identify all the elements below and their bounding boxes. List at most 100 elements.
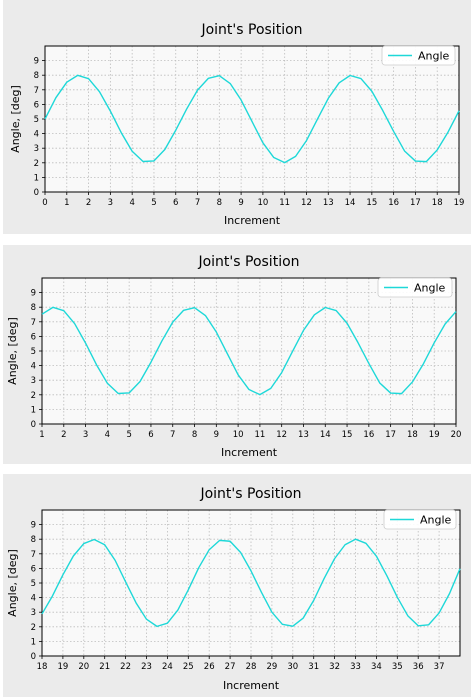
y-tick-label: 2 xyxy=(34,159,39,169)
x-tick-label: 17 xyxy=(410,198,421,208)
x-tick-label: 1 xyxy=(39,430,44,440)
x-tick-label: 21 xyxy=(99,662,110,672)
x-tick-label: 35 xyxy=(392,662,403,672)
x-axis-label: Increment xyxy=(223,679,280,692)
x-axis-label: Increment xyxy=(224,214,281,227)
x-tick-label: 6 xyxy=(148,430,153,440)
series-line-angle xyxy=(41,306,457,396)
x-tick-label: 8 xyxy=(192,430,197,440)
x-tick-label: 14 xyxy=(345,198,356,208)
y-tick-label: 2 xyxy=(31,391,36,401)
x-tick-label: 19 xyxy=(429,430,440,440)
y-tick-label: 9 xyxy=(31,289,36,299)
legend-label: Angle xyxy=(420,514,452,527)
y-tick-label: 3 xyxy=(31,376,36,386)
y-tick-label: 8 xyxy=(31,303,36,313)
x-tick-label: 3 xyxy=(108,198,113,208)
x-tick-label: 24 xyxy=(162,662,173,672)
chart-title: Joint's Position xyxy=(197,254,299,270)
y-tick-label: 7 xyxy=(31,550,36,560)
x-tick-label: 18 xyxy=(407,430,418,440)
x-tick-label: 2 xyxy=(86,198,91,208)
y-tick-label: 4 xyxy=(34,130,39,140)
x-tick-label: 20 xyxy=(78,662,89,672)
legend-label: Angle xyxy=(418,50,450,63)
x-tick-label: 15 xyxy=(366,198,377,208)
x-tick-label: 12 xyxy=(276,430,287,440)
y-tick-label: 8 xyxy=(31,535,36,545)
x-tick-label: 8 xyxy=(217,198,222,208)
x-tick-label: 10 xyxy=(233,430,244,440)
y-tick-label: 3 xyxy=(34,144,39,154)
x-tick-label: 25 xyxy=(183,662,194,672)
x-tick-label: 22 xyxy=(120,662,131,672)
chart-2-svg: 1 2 3 4 5 6 7 8 9 10 11 12 13 14 15 16 17 18 19 20012345678… xyxy=(6,254,461,459)
x-tick-label: 4 xyxy=(129,198,134,208)
y-tick-label: 6 xyxy=(31,564,36,574)
y-tick-label: 6 xyxy=(31,332,36,342)
x-tick-label: 13 xyxy=(298,430,309,440)
x-tick-label: 11 xyxy=(254,430,265,440)
x-tick-label: 5 xyxy=(126,430,131,440)
y-tick-label: 5 xyxy=(31,347,36,357)
x-tick-label: 14 xyxy=(320,430,331,440)
x-tick-label: 6 xyxy=(173,198,178,208)
y-tick-label: 6 xyxy=(34,100,39,110)
x-tick-label: 3 xyxy=(83,430,88,440)
y-tick-label: 1 xyxy=(34,173,39,183)
x-tick-label: 2 xyxy=(61,430,66,440)
x-tick-label: 30 xyxy=(287,662,298,672)
x-tick-label: 23 xyxy=(141,662,152,672)
y-axis-label: Angle, [deg] xyxy=(9,85,22,153)
legend-label: Angle xyxy=(414,282,446,295)
x-tick-label: 13 xyxy=(323,198,334,208)
legend-box xyxy=(383,509,457,530)
x-tick-label: 27 xyxy=(225,662,236,672)
x-tick-label: 32 xyxy=(329,662,340,672)
x-tick-label: 34 xyxy=(371,662,382,672)
x-tick-label: 12 xyxy=(301,198,312,208)
x-tick-label: 11 xyxy=(279,198,290,208)
chart-panel-1: 0 1 2 3 4 5 6 7 8 9 10 11 12 13 14 15 16 17 18 19 0 1 2 3 4 5 6 7 8 9… xyxy=(3,0,471,234)
y-tick-label: 0 xyxy=(31,652,36,662)
y-tick-label: 0 xyxy=(31,420,36,430)
y-tick-label: 4 xyxy=(31,362,36,372)
y-tick-label: 4 xyxy=(31,594,36,604)
y-tick-label: 5 xyxy=(31,579,36,589)
x-tick-label: 26 xyxy=(204,662,215,672)
x-tick-label: 31 xyxy=(308,662,319,672)
x-tick-label: 18 xyxy=(37,662,48,672)
x-tick-label: 16 xyxy=(363,430,374,440)
y-tick-label: 3 xyxy=(31,608,36,618)
x-tick-label: 17 xyxy=(385,430,396,440)
y-tick-label: 1 xyxy=(31,637,36,647)
x-tick-label: 4 xyxy=(105,430,110,440)
x-tick-label: 5 xyxy=(151,198,156,208)
x-tick-label: 19 xyxy=(454,198,465,208)
y-axis-label: Angle, [deg] xyxy=(6,549,19,617)
chart-panel-2: 1 2 3 4 5 6 7 8 9 10 11 12 13 14 15 16 17 18 19 20 0 1 2 3 4 5 6 7 8… xyxy=(3,245,471,464)
y-tick-label: 1 xyxy=(31,405,36,415)
y-tick-label: 8 xyxy=(34,71,39,81)
x-tick-label: 9 xyxy=(238,198,243,208)
x-tick-label: 37 xyxy=(434,662,445,672)
legend-box xyxy=(381,45,456,66)
y-tick-label: 7 xyxy=(31,318,36,328)
x-tick-label: 29 xyxy=(266,662,277,672)
chart-1-svg: 0 1 2 3 4 5 6 7 8 9 10 11 12 13 14 15 16 17 18 190123456789… xyxy=(9,22,465,227)
y-tick-label: 2 xyxy=(31,623,36,633)
y-tick-label: 0 xyxy=(34,188,39,198)
x-tick-label: 10 xyxy=(257,198,268,208)
chart-title: Joint's Position xyxy=(200,22,302,38)
x-tick-label: 36 xyxy=(413,662,424,672)
x-tick-label: 9 xyxy=(214,430,219,440)
x-tick-label: 1 xyxy=(64,198,69,208)
y-tick-label: 9 xyxy=(31,521,36,531)
x-tick-label: 33 xyxy=(350,662,361,672)
x-tick-label: 16 xyxy=(388,198,399,208)
x-tick-label: 15 xyxy=(342,430,353,440)
y-tick-label: 5 xyxy=(34,115,39,125)
x-tick-label: 7 xyxy=(195,198,200,208)
chart-title: Joint's Position xyxy=(199,486,301,502)
x-tick-label: 18 xyxy=(432,198,443,208)
